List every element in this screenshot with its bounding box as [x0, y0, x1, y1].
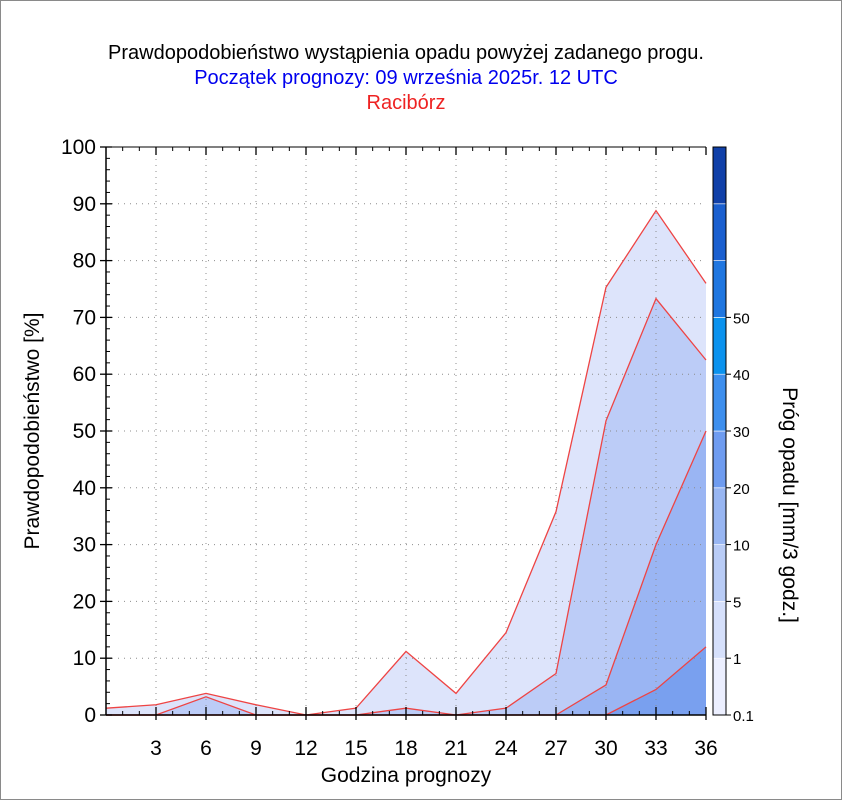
x-tick-label: 15 — [344, 737, 367, 760]
y-tick-label: 20 — [73, 590, 96, 613]
colorbar-tick-label: 20 — [733, 481, 750, 498]
x-axis-label: Godzina prognozy — [321, 764, 492, 787]
colorbar-segment — [712, 373, 727, 432]
colorbar-tick-label: 1 — [733, 651, 741, 668]
y-tick-label: 50 — [73, 420, 96, 443]
y-tick-label: 70 — [73, 306, 96, 329]
y-axis-label: Prawdopodobieństwo [%] — [21, 313, 44, 550]
x-tick-label: 18 — [394, 737, 417, 760]
colorbar-segment — [712, 146, 727, 205]
y-tick-label: 0 — [84, 704, 96, 727]
colorbar-segment — [712, 203, 727, 261]
x-tick-label: 36 — [694, 737, 717, 760]
y-tick-label: 80 — [73, 250, 96, 273]
y-tick-label: 40 — [73, 477, 96, 500]
area-threshold-10 — [106, 646, 706, 715]
colorbar-tick-label: 50 — [733, 310, 750, 327]
colorbar-segment — [712, 487, 727, 545]
area-threshold-5 — [106, 431, 706, 715]
colorbar-tick-label: 30 — [733, 424, 750, 441]
colorbar-tick-label: 0.1 — [733, 708, 754, 725]
x-tick-label: 24 — [494, 737, 518, 760]
colorbar-segment — [712, 430, 727, 489]
series-line-0.1 — [105, 209, 707, 716]
colorbar-segment — [712, 657, 727, 716]
x-tick-label: 3 — [150, 737, 162, 760]
x-tick-label: 12 — [294, 737, 317, 760]
x-tick-label: 33 — [644, 737, 667, 760]
colorbar-segment — [712, 260, 727, 318]
x-tick-label: 30 — [594, 737, 617, 760]
y-tick-label: 30 — [73, 534, 96, 557]
y-tick-label: 90 — [73, 193, 96, 216]
x-tick-label: 9 — [250, 737, 262, 760]
area-threshold-0.1 — [106, 210, 706, 715]
y-tick-label: 60 — [73, 363, 96, 386]
y-tick-label: 10 — [73, 647, 96, 670]
colorbar-segment — [712, 544, 727, 602]
colorbar-label: Próg opadu [mm/3 godz.] — [778, 387, 801, 623]
colorbar-tick-label: 5 — [733, 594, 741, 611]
colorbar-segment — [712, 317, 727, 375]
y-tick-label: 100 — [61, 136, 96, 159]
forecast-start-subtitle: Początek prognozy: 09 września 2025r. 12… — [194, 67, 618, 89]
colorbar-segment — [712, 601, 727, 659]
chart-title: Prawdopodobieństwo wystąpienia opadu pow… — [108, 42, 704, 64]
x-tick-label: 6 — [200, 737, 212, 760]
x-tick-label: 27 — [544, 737, 567, 760]
location-label: Racibórz — [366, 92, 446, 114]
colorbar-tick-label: 40 — [733, 367, 750, 384]
x-tick-label: 21 — [444, 737, 467, 760]
colorbar-tick-label: 10 — [733, 538, 750, 555]
